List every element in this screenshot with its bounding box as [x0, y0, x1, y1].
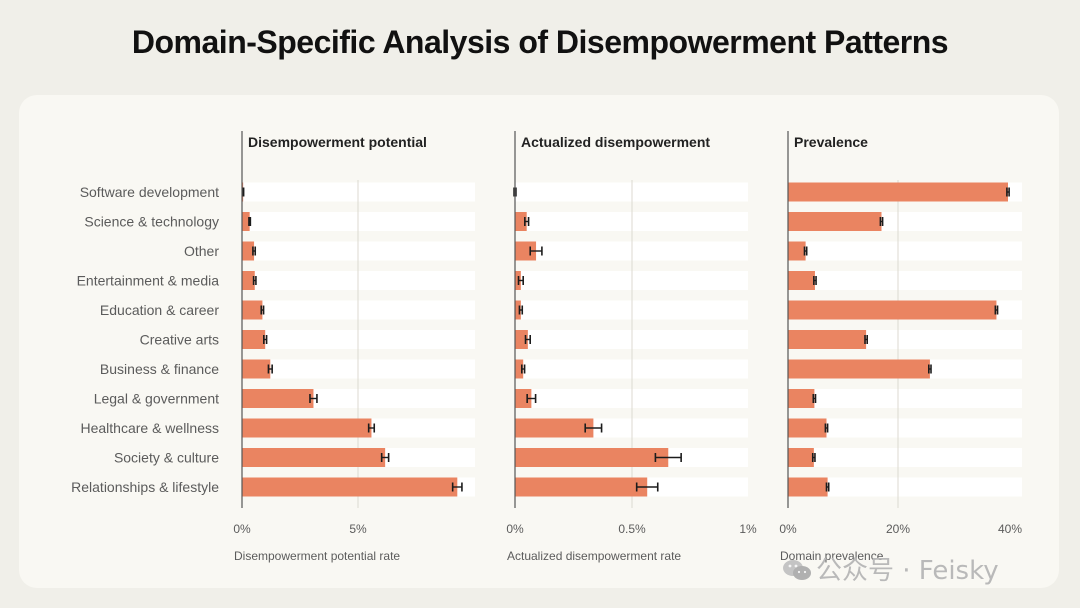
tick-label: 0%: [233, 522, 251, 536]
bar: [242, 359, 271, 379]
bar-track: [788, 477, 1022, 497]
bar: [515, 359, 524, 379]
category-label: Healthcare & wellness: [80, 420, 219, 436]
category-label: Business & finance: [100, 361, 219, 377]
bar: [788, 418, 827, 438]
bar: [515, 448, 669, 467]
bar: [242, 241, 255, 261]
bar-track: [788, 241, 1022, 261]
tick-label: 20%: [886, 522, 910, 536]
bar: [242, 389, 314, 408]
category-label: Software development: [80, 184, 219, 200]
tick-label: 40%: [998, 522, 1022, 536]
panel-title: Actualized disempowerment: [521, 134, 710, 150]
bar-track: [788, 448, 1022, 467]
bar: [515, 300, 521, 320]
bar: [788, 477, 828, 497]
category-label: Society & culture: [114, 450, 219, 466]
watermark: 公众号 · Feisky: [782, 550, 999, 587]
bar: [242, 418, 372, 438]
panel-title: Prevalence: [794, 134, 868, 150]
bar: [788, 359, 930, 379]
tick-label: 5%: [349, 522, 367, 536]
category-label: Relationships & lifestyle: [71, 479, 219, 495]
bar: [242, 477, 458, 497]
bar: [788, 182, 1008, 202]
bar: [515, 389, 532, 408]
bar: [515, 241, 537, 261]
bar: [788, 271, 815, 290]
bar: [242, 448, 386, 467]
bar: [515, 212, 527, 231]
bar: [788, 389, 815, 408]
page-title: Domain-Specific Analysis of Disempowerme…: [131, 24, 949, 60]
bar: [515, 477, 648, 497]
category-label: Entertainment & media: [77, 273, 220, 289]
bar: [788, 300, 997, 320]
category-label: Legal & government: [94, 391, 219, 407]
bar-track: [788, 271, 1022, 290]
bar: [788, 330, 867, 349]
bar-track: [788, 389, 1022, 408]
bar: [788, 448, 814, 467]
bar: [788, 212, 882, 231]
category-label: Education & career: [100, 302, 219, 318]
bar: [242, 271, 255, 290]
category-label: Science & technology: [84, 214, 219, 230]
x-axis-label: Domain prevalence: [780, 549, 884, 563]
tick-label: 0%: [506, 522, 524, 536]
bar-track: [788, 418, 1022, 438]
bar: [788, 241, 806, 261]
watermark-text: 公众号 · Feisky: [816, 556, 999, 586]
panel-title: Disempowerment potential: [248, 134, 427, 150]
bar: [515, 330, 528, 349]
wechat-icon: [783, 560, 811, 580]
x-axis-label: Disempowerment potential rate: [234, 549, 400, 563]
category-label: Other: [184, 243, 219, 259]
bar: [242, 212, 250, 231]
tick-label: 1%: [739, 522, 757, 536]
category-label: Creative arts: [140, 332, 219, 348]
bar: [515, 418, 594, 438]
bar: [242, 300, 263, 320]
x-axis-label: Actualized disempowerment rate: [507, 549, 681, 563]
tick-label: 0.5%: [618, 522, 646, 536]
tick-label: 0%: [779, 522, 797, 536]
bar: [242, 330, 266, 349]
